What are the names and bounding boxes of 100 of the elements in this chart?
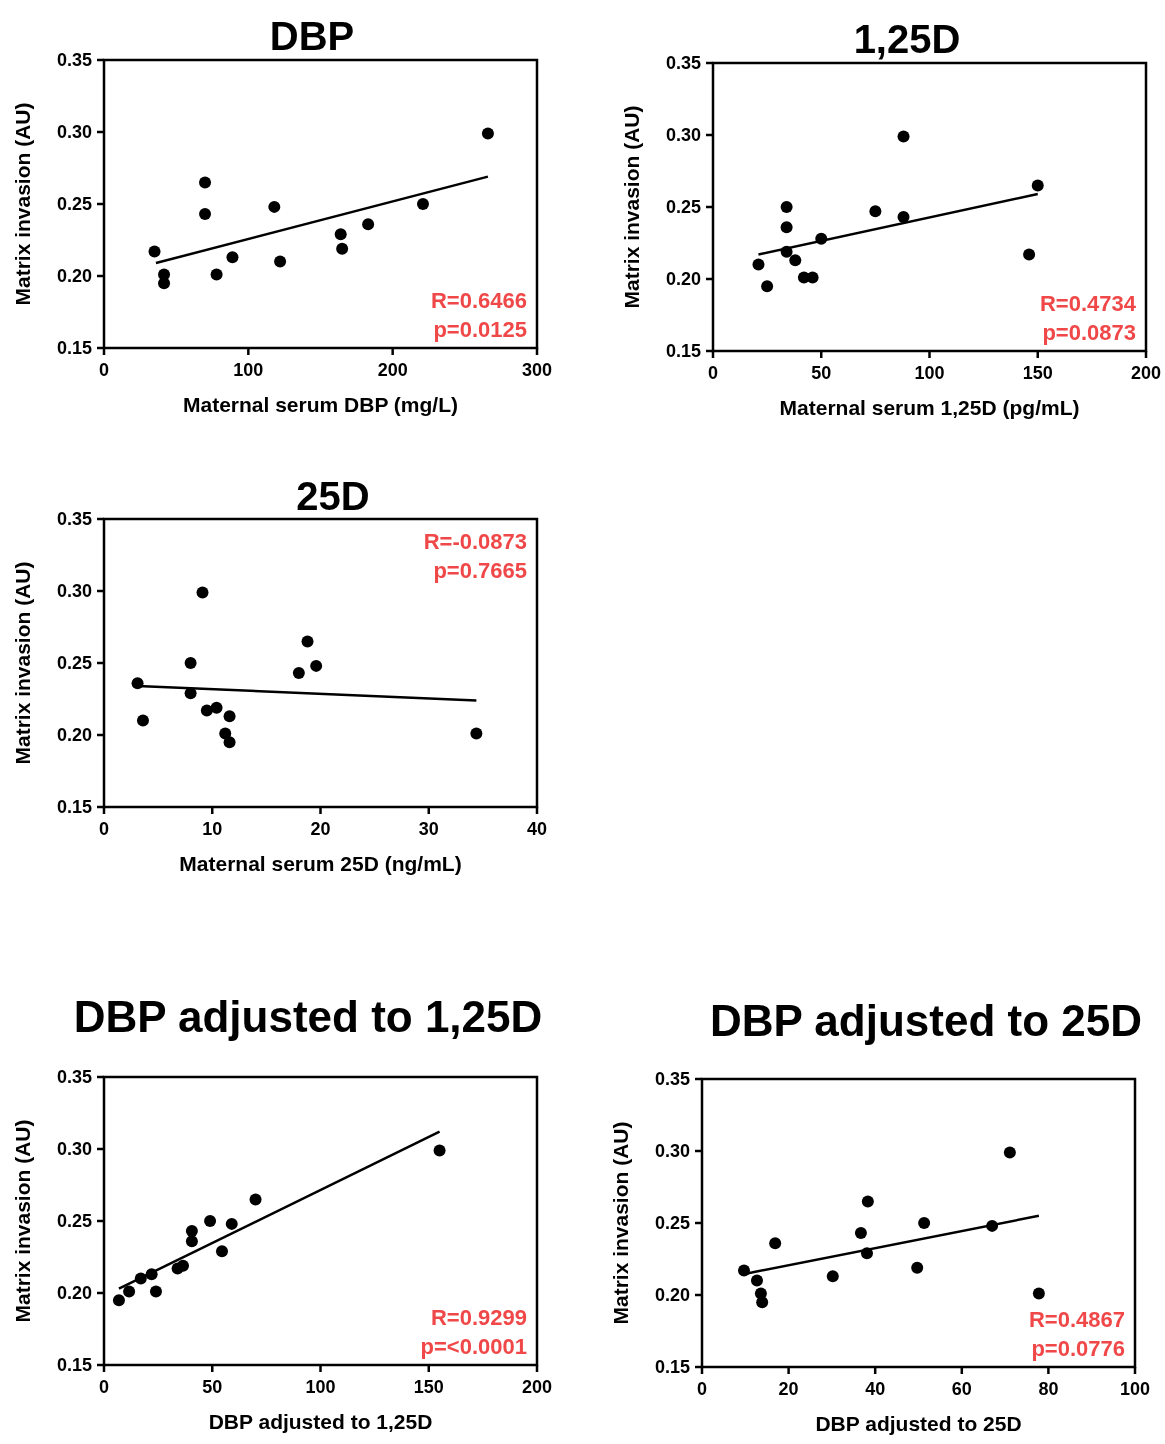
annotation: p=0.7665 [433,558,527,583]
point [215,1245,228,1258]
x-tick-label: 80 [1038,1379,1059,1399]
point [336,242,349,255]
annotation: p=0.0125 [433,317,527,342]
x-axis-title: DBP adjusted to 1,25D [208,1410,433,1433]
y-tick-label: 0.15 [56,338,92,358]
point [761,280,774,293]
y-axis-title: Matrix invasion (AU) [11,561,34,765]
x-tick-label: 100 [305,1377,336,1397]
y-tick-label: 0.15 [56,1355,92,1375]
point [911,1261,924,1274]
y-tick-label: 0.15 [56,797,92,817]
y-tick-label: 0.20 [665,269,701,289]
x-tick-label: 0 [707,363,719,383]
point [750,1274,763,1287]
point [149,1285,162,1298]
y-tick-label: 0.20 [56,266,92,286]
point [136,714,149,727]
point [249,1193,262,1206]
y-axis-title: Matrix invasion (AU) [620,105,643,309]
x-axis-title: Maternal serum DBP (mg/L) [183,393,458,416]
point [738,1264,750,1277]
y-axis-title: Matrix invasion (AU) [609,1121,632,1325]
x-tick-label: 50 [202,1377,223,1397]
y-tick-label: 0.25 [56,194,92,214]
y-tick-label: 0.35 [56,50,92,70]
point [185,1235,198,1248]
point [756,1296,769,1309]
y-tick-label: 0.35 [654,1069,690,1089]
y-axis-title: Matrix invasion (AU) [11,1119,34,1323]
annotation: p=0.0873 [1042,320,1136,345]
y-tick-label: 0.30 [56,1139,92,1159]
y-tick-label: 0.30 [654,1141,690,1161]
point [184,657,197,669]
y-tick-label: 0.20 [56,725,92,745]
x-tick-label: 300 [521,360,553,380]
point [177,1259,190,1272]
point [789,254,802,267]
point [204,1215,217,1227]
point [769,1237,782,1250]
x-tick-label: 40 [526,819,548,839]
point [780,201,793,213]
y-tick-label: 0.30 [665,125,701,145]
x-tick-label: 10 [202,819,223,839]
x-tick-label: 150 [1022,363,1053,383]
point [861,1195,874,1208]
chart-title: DBP [269,14,355,58]
x-tick-label: 20 [778,1379,799,1399]
point [362,218,375,231]
annotation: R=0.4734 [1039,291,1137,316]
point [210,701,223,714]
y-tick-label: 0.20 [654,1285,690,1305]
annotation: R=0.4867 [1028,1307,1125,1332]
x-tick-label: 0 [98,1377,110,1397]
x-axis-title: Maternal serum 1,25D (pg/mL) [779,396,1080,419]
point [123,1285,136,1298]
point [274,255,287,268]
x-tick-label: 40 [865,1379,886,1399]
point [1023,248,1036,261]
annotation: R=-0.0873 [423,529,527,554]
point [292,667,305,680]
point [481,127,494,140]
point [196,586,209,599]
x-tick-label: 20 [310,819,331,839]
x-tick-label: 100 [233,360,264,380]
chart-title: 25D [296,474,370,518]
point [752,258,765,271]
x-tick-label: 200 [1130,363,1162,383]
point [225,1217,238,1230]
y-axis-title: Matrix invasion (AU) [11,102,34,306]
point [226,251,239,264]
x-axis-title: Maternal serum 25D (ng/mL) [179,852,462,875]
x-tick-label: 150 [413,1377,444,1397]
y-tick-label: 0.25 [654,1213,690,1233]
point [334,228,347,241]
y-tick-label: 0.20 [56,1283,92,1303]
x-tick-label: 30 [418,819,439,839]
y-tick-label: 0.15 [654,1357,690,1377]
y-tick-label: 0.25 [56,1211,92,1231]
point [826,1270,839,1283]
x-tick-label: 0 [98,819,110,839]
point [223,736,236,749]
point [1031,179,1044,192]
point [148,245,161,258]
annotation: p=<0.0001 [420,1334,527,1359]
x-tick-label: 200 [377,360,408,380]
y-tick-label: 0.30 [56,122,92,142]
annotation: R=0.9299 [430,1305,527,1330]
point [780,221,793,234]
y-tick-label: 0.35 [665,53,701,73]
point [470,727,483,740]
chart-title: 1,25D [853,17,961,61]
y-tick-label: 0.25 [56,653,92,673]
y-tick-label: 0.30 [56,581,92,601]
point [897,130,910,143]
annotation: R=0.6466 [430,288,527,313]
point [199,176,212,189]
point [869,205,882,218]
x-tick-label: 200 [521,1377,553,1397]
